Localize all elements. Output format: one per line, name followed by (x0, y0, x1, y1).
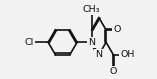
Text: CH₃: CH₃ (83, 5, 100, 14)
Text: N: N (88, 38, 95, 47)
Text: OH: OH (121, 50, 135, 59)
Text: N: N (95, 50, 102, 59)
Text: Cl: Cl (24, 38, 34, 47)
Text: O: O (113, 25, 121, 34)
Text: O: O (110, 67, 117, 76)
